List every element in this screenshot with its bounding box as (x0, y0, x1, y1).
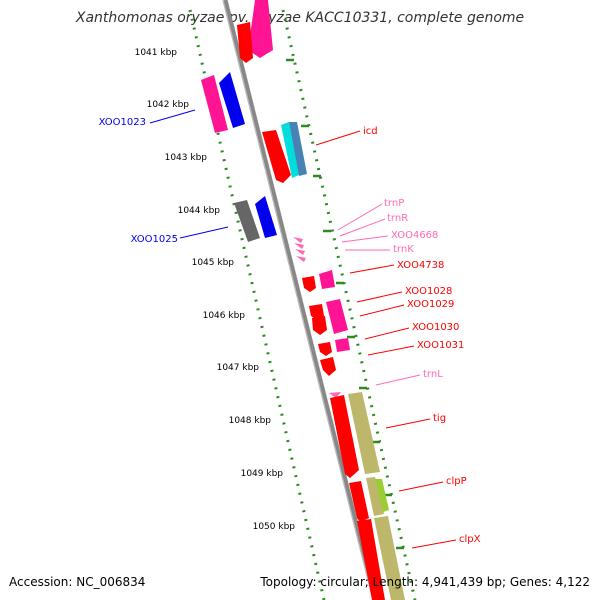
leader-clpp (398, 481, 444, 492)
tick-marks (286, 58, 404, 550)
feature-icd[interactable] (262, 130, 291, 183)
tick-label-1044: 1044 kbp (178, 206, 221, 216)
label-clpp[interactable]: clpP (446, 476, 467, 487)
tick-label-1050: 1050 kbp (253, 522, 296, 532)
feature-xoo1029[interactable] (326, 299, 348, 334)
leader-xoo1023 (149, 109, 196, 124)
leader-xoo1025 (179, 226, 229, 239)
genome-summary-text: Topology: circular; Length: 4,941,439 bp… (260, 575, 590, 589)
tick-label-1046: 1046 kbp (203, 311, 246, 321)
feature-trnl[interactable] (329, 392, 341, 398)
outer-dotted-track (281, 9, 417, 600)
feature-xoo1028[interactable] (309, 304, 324, 320)
tick-label-1048: 1048 kbp (229, 416, 272, 426)
label-icd[interactable]: icd (363, 126, 378, 137)
tick-label-1043: 1043 kbp (165, 153, 208, 163)
label-xoo1023[interactable]: XOO1023 (99, 117, 146, 128)
label-xoo1030[interactable]: XOO1030 (412, 322, 459, 333)
tick-label-1041: 1041 kbp (135, 48, 178, 58)
tick-label-1042: 1042 kbp (147, 100, 190, 110)
feature-top-magenta[interactable] (248, 0, 273, 58)
label-xoo4668[interactable]: XOO4668 (391, 230, 438, 241)
label-trnk[interactable]: trnK (393, 244, 414, 255)
feature-clpx[interactable] (357, 519, 385, 600)
feature-xoo1030[interactable] (318, 342, 332, 356)
feature-steel[interactable] (289, 122, 307, 176)
leader-xoo1029 (359, 304, 405, 317)
label-xoo1031[interactable]: XOO1031 (417, 340, 464, 351)
feature-xoo1029-red[interactable] (312, 316, 327, 335)
accession-text: Accession: NC_006834 (9, 575, 146, 589)
feature-xoo4738[interactable] (319, 270, 335, 289)
leader-xoo4668 (341, 235, 389, 243)
feature-xoo1022[interactable] (201, 75, 228, 133)
label-tig[interactable]: tig (433, 413, 446, 424)
feature-tig[interactable] (330, 395, 359, 478)
leader-trnp (337, 203, 383, 231)
feature-top-red[interactable] (237, 22, 253, 63)
feature-gray-block[interactable] (234, 200, 260, 242)
feature-xoo1031[interactable] (335, 338, 350, 352)
label-xoo1029[interactable]: XOO1029 (407, 299, 454, 310)
leader-xoo4738 (349, 264, 395, 274)
feature-cyan[interactable] (281, 122, 299, 178)
tick-label-1047: 1047 kbp (217, 363, 260, 373)
feature-red-small-b[interactable] (320, 357, 336, 376)
feature-khaki-a[interactable] (348, 392, 380, 474)
label-xoo4738[interactable]: XOO4738 (397, 260, 444, 271)
label-trnl[interactable]: trnL (423, 369, 443, 380)
label-xoo1028[interactable]: XOO1028 (405, 286, 452, 297)
label-trnp[interactable]: trnP (384, 198, 404, 209)
feature-xoo1023[interactable] (219, 72, 245, 128)
leader-tig (385, 418, 431, 429)
leader-clpx (411, 539, 457, 549)
map-title: Xanthomonas oryzae pv. oryzae KACC10331,… (75, 10, 525, 26)
feature-lime[interactable] (375, 479, 389, 512)
leader-trnl (375, 374, 421, 386)
label-clpx[interactable]: clpX (459, 534, 481, 545)
label-xoo1025[interactable]: XOO1025 (131, 234, 178, 245)
tick-label-1049: 1049 kbp (241, 469, 284, 479)
genome-backbone (222, 0, 378, 600)
label-trnr[interactable]: trnR (387, 213, 408, 224)
tick-label-1045: 1045 kbp (192, 258, 235, 268)
leader-xoo1031 (367, 345, 415, 356)
feature-xoo1025[interactable] (255, 196, 277, 238)
feature-red-small-a[interactable] (302, 276, 316, 292)
leader-icd (315, 130, 361, 146)
leader-xoo1030 (364, 327, 410, 340)
leader-trnr (339, 218, 386, 237)
leader-xoo1028 (356, 291, 403, 303)
feature-khaki-c[interactable] (374, 516, 405, 600)
feature-khaki-b[interactable] (366, 477, 384, 516)
trna-chevrons[interactable] (293, 237, 306, 262)
feature-clpp[interactable] (349, 481, 369, 522)
